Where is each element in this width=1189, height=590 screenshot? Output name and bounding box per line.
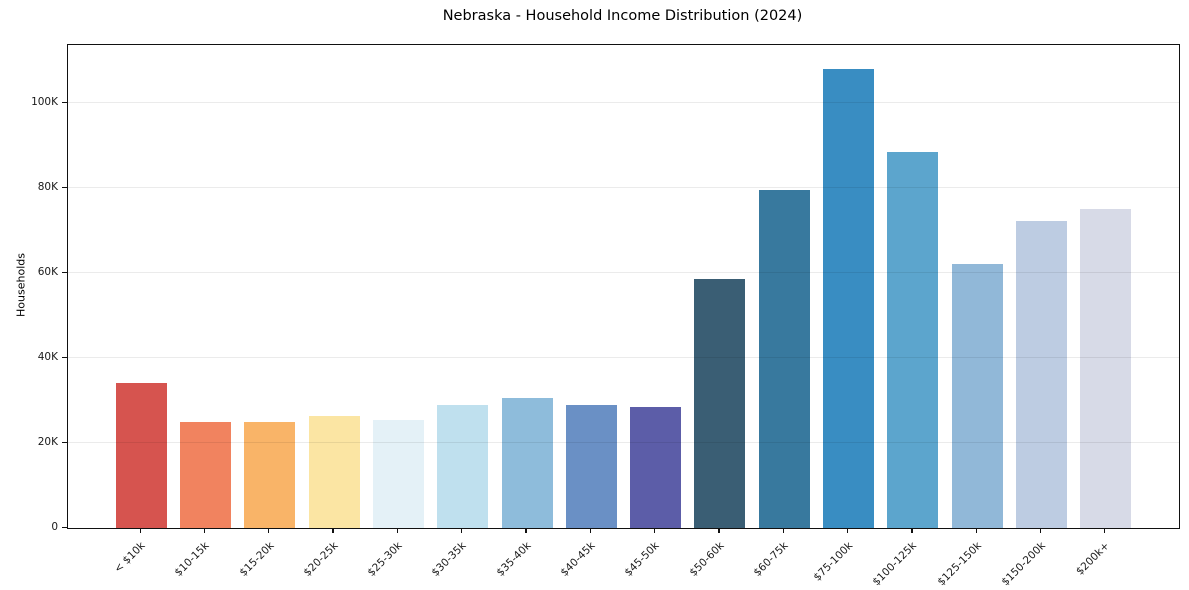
y-tick-label: 80K [37, 180, 58, 193]
x-tick-mark [782, 528, 784, 533]
x-tick-mark [139, 528, 141, 533]
bar [694, 279, 746, 528]
x-tick-mark [203, 528, 206, 533]
x-tick-mark [654, 528, 656, 533]
bar [244, 422, 296, 528]
x-tick-mark [461, 528, 463, 533]
x-tick-mark [1104, 528, 1106, 533]
bar [501, 397, 553, 528]
bar [630, 406, 682, 528]
bar [308, 415, 360, 528]
x-tick-mark [396, 528, 399, 533]
bar [887, 151, 939, 528]
bar [951, 264, 1003, 528]
bar [372, 419, 424, 528]
gridline [68, 272, 1179, 274]
x-tick-mark [268, 528, 270, 533]
x-tick-mark [525, 528, 527, 533]
y-axis-label: Households [14, 253, 28, 317]
bar [1080, 209, 1132, 528]
gridline [68, 357, 1179, 359]
gridline [68, 102, 1179, 104]
y-tick-mark [62, 441, 67, 443]
x-tick-mark [911, 528, 913, 533]
y-tick-mark [62, 356, 67, 358]
y-tick-mark [62, 186, 67, 188]
bar [823, 68, 875, 528]
bar [437, 405, 489, 528]
x-tick-mark [975, 528, 977, 533]
chart-title: Nebraska - Household Income Distribution… [442, 8, 803, 24]
gridline [68, 442, 1179, 444]
y-tick-mark [62, 101, 67, 103]
y-tick-mark [62, 526, 67, 528]
x-tick-mark [1039, 528, 1042, 533]
bar [565, 405, 617, 528]
bar [115, 383, 167, 528]
bar [179, 421, 231, 528]
y-tick-label: 20K [37, 435, 58, 448]
y-tick-label: 60K [37, 265, 58, 278]
x-tick-mark [589, 528, 591, 533]
y-tick-label: 0 [51, 520, 58, 533]
y-tick-label: 40K [37, 350, 58, 363]
plot-area [67, 44, 1180, 529]
gridline [68, 187, 1179, 189]
bar [1016, 221, 1068, 528]
x-tick-mark [846, 528, 849, 533]
x-tick-mark [718, 528, 720, 533]
x-tick-mark [332, 528, 334, 533]
y-tick-label: 100K [31, 95, 58, 108]
y-tick-mark [62, 271, 67, 273]
bar [758, 189, 810, 528]
